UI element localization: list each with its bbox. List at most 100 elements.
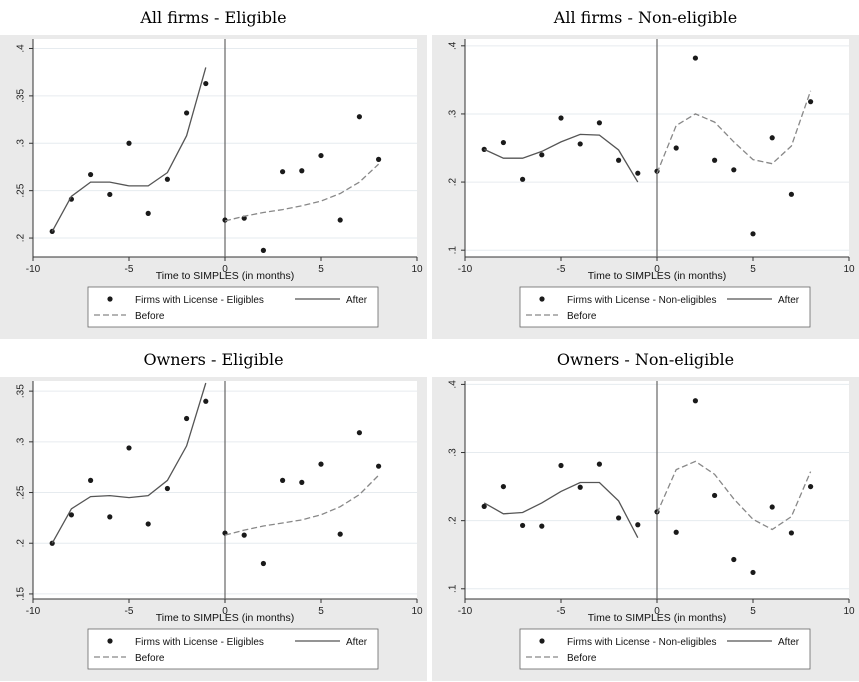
panel-all-firms-eligible: All firms - Eligible .2 .25 .3 .35 .4 -10 -5 0 5…: [0, 0, 427, 339]
y-tick-label: .3: [448, 109, 459, 118]
y-tick-label: .25: [16, 183, 27, 197]
x-axis-title: Time to SIMPLES (in months): [588, 270, 726, 282]
data-point: [145, 521, 151, 527]
x-tick-label: 0: [222, 606, 228, 617]
data-point: [808, 483, 814, 490]
legend-marker: [539, 638, 545, 644]
data-point: [558, 462, 564, 469]
data-point: [500, 483, 506, 490]
data-point: [616, 515, 622, 521]
data-point: [596, 461, 602, 467]
y-tick-label: .25: [16, 485, 27, 499]
data-point: [712, 492, 718, 499]
y-tick-label: .1: [448, 584, 459, 593]
y-tick-label: .2: [448, 177, 459, 186]
y-tick-label: .15: [16, 587, 27, 601]
chart-owners-non-eligible: .1 .2 .3 .4 -10 -5 0 5 10 Time to SIMPLES (in mon…: [448, 380, 855, 670]
data-point: [376, 463, 382, 469]
data-point: [577, 141, 583, 147]
data-point: [241, 532, 247, 538]
x-tick-label: -10: [26, 606, 41, 617]
data-point: [692, 55, 698, 61]
data-point: [49, 228, 55, 235]
data-point: [376, 156, 382, 162]
data-point: [635, 170, 641, 176]
after-fit-line: [483, 133, 639, 183]
data-point: [203, 80, 209, 87]
panel-all-firms-non-eligible: All firms - Non-eligible .1 .2 .3 .4 -10 -5 0 5…: [432, 0, 859, 339]
data-point: [712, 157, 718, 163]
data-point: [184, 110, 190, 116]
data-point: [107, 514, 113, 520]
y-tick-label: .3: [16, 139, 27, 148]
legend-box: [87, 628, 379, 670]
legend-label-before: Before: [135, 653, 165, 664]
data-point: [558, 115, 564, 121]
legend-label-before: Before: [567, 653, 597, 664]
legend-marker: [539, 296, 545, 302]
data-point: [164, 485, 170, 492]
data-point: [126, 140, 132, 146]
legend-label-markers: Firms with License - Non-eligibles: [567, 295, 717, 306]
data-point: [520, 176, 526, 182]
data-point: [520, 522, 526, 529]
data-point: [260, 560, 266, 567]
panel-title: All firms - Eligible: [140, 8, 287, 27]
data-point: [318, 461, 324, 467]
data-point: [769, 504, 775, 510]
data-point: [299, 168, 305, 174]
data-point: [203, 398, 209, 404]
data-point: [280, 477, 286, 483]
data-point: [731, 556, 737, 563]
x-tick-label: 0: [654, 264, 660, 275]
panel-title: Owners - Non-eligible: [556, 350, 735, 369]
data-point: [577, 484, 583, 490]
legend-box: [87, 286, 379, 328]
x-tick-label: 5: [750, 606, 756, 617]
after-fit-line: [483, 481, 639, 539]
data-point: [68, 512, 74, 518]
y-tick-label: .35: [16, 88, 27, 102]
data-point: [808, 99, 814, 105]
data-point: [769, 135, 775, 141]
data-point: [337, 217, 343, 223]
x-tick-label: 10: [843, 606, 855, 617]
data-point: [673, 145, 679, 151]
y-tick-label: .35: [16, 384, 27, 398]
legend-label-before: Before: [567, 311, 597, 322]
x-tick-label: 5: [318, 264, 324, 275]
x-tick-label: -10: [458, 264, 473, 275]
data-point: [49, 540, 55, 546]
data-point: [616, 157, 622, 163]
data-point: [260, 247, 266, 253]
legend-label-markers: Firms with License - Eligibles: [135, 295, 264, 306]
data-point: [280, 169, 286, 175]
x-tick-label: 5: [750, 264, 756, 275]
data-point: [500, 139, 506, 146]
legend-label-markers: Firms with License - Eligibles: [135, 637, 264, 648]
chart-all-firms-eligible: .2 .25 .3 .35 .4 -10 -5 0 5 10 Time to SIMPLES (in…: [16, 39, 423, 328]
before-fit-line: [656, 90, 812, 174]
after-fit-line: [51, 67, 207, 232]
data-point: [750, 569, 756, 576]
data-point: [750, 231, 756, 237]
y-tick-label: .4: [16, 44, 27, 53]
data-point: [107, 191, 113, 198]
x-axis-title: Time to SIMPLES (in months): [156, 270, 294, 282]
x-tick-label: 10: [411, 264, 423, 275]
y-tick-label: .2: [448, 516, 459, 525]
data-point: [635, 522, 641, 528]
legend-label-after: After: [778, 295, 800, 306]
x-axis-title: Time to SIMPLES (in months): [156, 612, 294, 624]
data-point: [673, 529, 679, 535]
y-tick-label: .2: [16, 233, 27, 242]
x-tick-label: -5: [557, 606, 566, 617]
legend-label-before: Before: [135, 311, 165, 322]
data-point: [356, 114, 362, 120]
panel-owners-non-eligible: Owners - Non-eligible .1 .2 .3 .4 -10 -5 0 5 10 T…: [432, 342, 859, 681]
x-tick-label: -5: [125, 264, 134, 275]
x-tick-label: 10: [411, 606, 423, 617]
legend-label-after: After: [346, 295, 368, 306]
legend-marker: [107, 296, 113, 302]
